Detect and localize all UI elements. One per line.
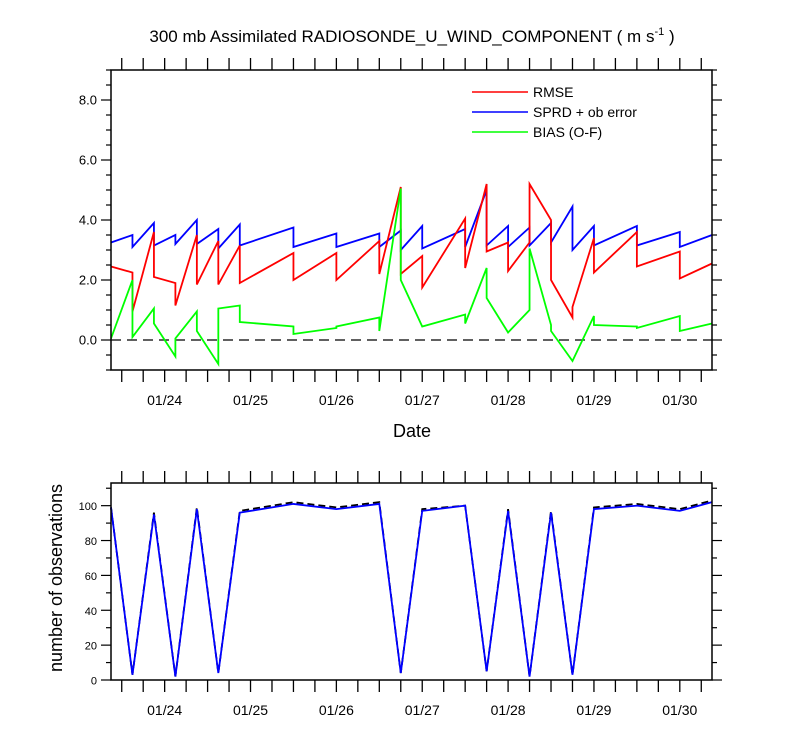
y-axis-label: number of observations xyxy=(46,484,66,672)
bottom-series-group xyxy=(110,499,713,677)
series-line-rmse xyxy=(110,180,713,321)
title-suffix: ) xyxy=(664,27,674,46)
chart-title: 300 mb Assimilated RADIOSONDE_U_WIND_COM… xyxy=(149,26,674,46)
x-tick-label: 01/26 xyxy=(319,392,354,408)
bottom-axis-ticks: 01/24 01/25 01/26 01/27 01/28 01/29 01/30 0 20 40… xyxy=(79,471,722,718)
x-tick-label: 01/29 xyxy=(576,392,611,408)
x-tick-label: 01/28 xyxy=(491,702,526,718)
x-tick-label: 01/29 xyxy=(576,702,611,718)
y-tick-label: 0.0 xyxy=(79,333,97,348)
legend: RMSE SPRD + ob error BIAS (O-F) xyxy=(472,84,637,140)
y-tick-label: 80 xyxy=(85,536,97,548)
x-tick-label: 01/24 xyxy=(147,392,182,408)
y-tick-label: 60 xyxy=(85,571,97,583)
x-tick-label: 01/27 xyxy=(405,392,440,408)
bottom-panel: 01/24 01/25 01/26 01/27 01/28 01/29 01/30 0 20 40… xyxy=(46,471,722,718)
legend-rmse-label: RMSE xyxy=(533,84,573,100)
y-tick-label: 4.0 xyxy=(79,213,97,228)
y-tick-label: 2.0 xyxy=(79,273,97,288)
y-tick-label: 6.0 xyxy=(79,153,97,168)
x-tick-label: 01/25 xyxy=(233,702,268,718)
x-tick-label: 01/24 xyxy=(147,702,182,718)
x-tick-label: 01/27 xyxy=(405,702,440,718)
series-line-solid xyxy=(110,501,713,677)
x-tick-label: 01/30 xyxy=(662,702,697,718)
top-series-group xyxy=(110,180,713,368)
x-tick-label: 01/28 xyxy=(491,392,526,408)
series-line-bias-o-f xyxy=(110,188,713,368)
y-tick-label: 0 xyxy=(91,676,97,688)
legend-sprd-label: SPRD + ob error xyxy=(533,104,637,120)
top-axis-ticks: 01/24 01/25 01/26 01/27 01/28 01/29 01/30 0.0 2.… xyxy=(79,58,722,408)
y-tick-label: 20 xyxy=(85,641,97,653)
top-panel: 300 mb Assimilated RADIOSONDE_U_WIND_COM… xyxy=(79,26,722,441)
x-axis-label: Date xyxy=(393,421,431,441)
x-tick-label: 01/26 xyxy=(319,702,354,718)
y-tick-label: 100 xyxy=(79,501,97,513)
title-superscript: -1 xyxy=(654,26,664,38)
series-line-sprd-ob-error xyxy=(110,189,713,253)
x-tick-label: 01/25 xyxy=(233,392,268,408)
legend-bias-label: BIAS (O-F) xyxy=(533,124,602,140)
x-tick-label: 01/30 xyxy=(662,392,697,408)
y-tick-label: 40 xyxy=(85,606,97,618)
y-tick-label: 8.0 xyxy=(79,93,97,108)
bottom-plot-frame xyxy=(110,482,713,681)
